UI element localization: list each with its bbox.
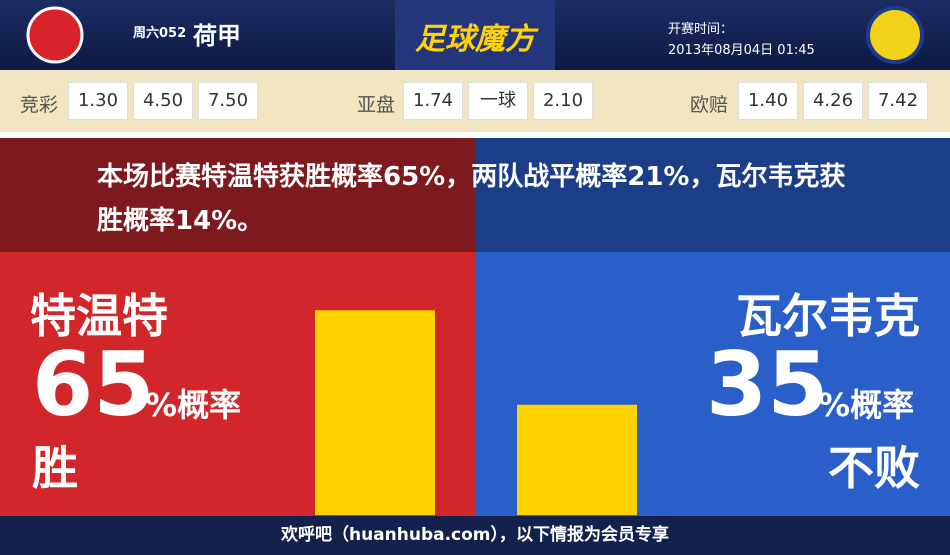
summary-bg-right [476,138,950,252]
prob-bar [315,310,435,515]
brand: 足球魔方 [415,22,535,57]
away-suffix: %概率 [818,386,915,424]
footer: 欢呼吧（huanhuba.com），以下情报为会员专享 [0,516,950,555]
odds-value: 1.30 [68,82,128,120]
logos [26,0,924,70]
odds-value: 7.42 [868,82,928,120]
home-logo [26,6,84,64]
odds-label: 亚盘 [357,94,396,116]
away-outcome: 不败 [828,441,920,495]
time: 2013年08月04日 01:45 [668,43,815,58]
odds-value: 2.10 [533,82,593,120]
brand-box [395,0,555,70]
summary-bg-left [0,138,476,252]
away-logo [866,6,924,64]
away-pct: 35 [706,333,829,436]
odds-value: 7.50 [198,82,258,120]
odds-label: 竞彩 [20,94,59,116]
odds-value: 1.74 [403,82,463,120]
odds-value: 4.26 [803,82,863,120]
match-no: 周六052 [133,26,187,41]
odds-value: 1.40 [738,82,798,120]
home-suffix: %概率 [145,386,242,424]
time-label: 开赛时间： [668,22,734,37]
odds-value: 4.50 [133,82,193,120]
home-name: 特温特 [30,289,168,343]
odds-label: 欧赔 [690,94,729,116]
home-pct: 65 [32,333,155,436]
home-outcome: 胜 [32,441,78,495]
prob-bar [517,404,637,515]
odds-value: 一球 [468,82,528,120]
summary: 本场比赛特温特获胜概率65%，两队战平概率21%，瓦尔韦克获胜概率14%。 [97,162,846,236]
away-name: 瓦尔韦克 [736,289,920,343]
league: 荷甲 [193,22,241,50]
